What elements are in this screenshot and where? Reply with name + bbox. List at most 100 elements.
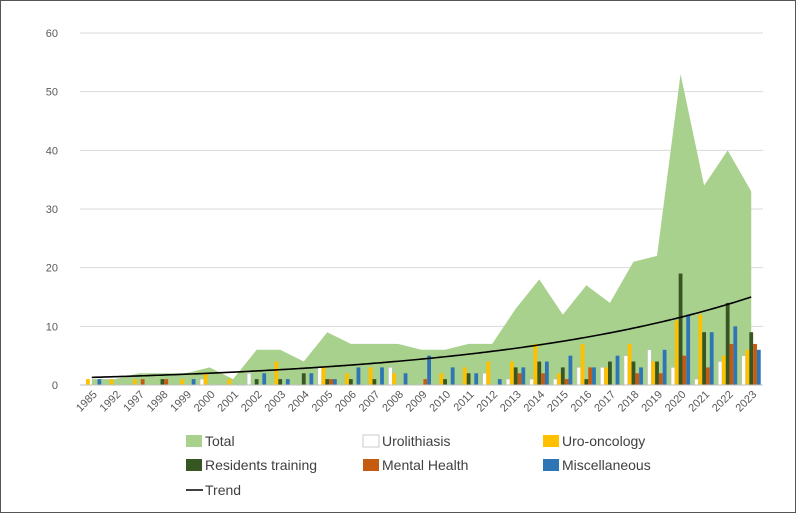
bar-uro-oncology [392,373,397,385]
bar-uro-oncology [133,379,137,385]
bar-miscellaneous [521,367,526,385]
bar-miscellaneous [356,367,361,385]
legend-label-residents-training: Residents training [205,457,317,473]
bar-miscellaneous [191,379,196,385]
bar-urolithiasis [694,378,699,386]
bars-layer [86,273,761,386]
bar-miscellaneous [544,361,549,385]
bar-residents-training [631,361,636,385]
bar-mental-health [682,355,687,385]
bar-urolithiasis [623,355,629,386]
bar-uro-oncology [604,367,609,385]
bar-uro-oncology [745,349,750,385]
bar-miscellaneous [262,373,267,385]
bar-uro-oncology [109,379,114,385]
bar-uro-oncology [651,361,656,385]
bar-mental-health [635,373,640,385]
bar-residents-training [678,273,683,385]
legend-swatch-miscellaneous [543,459,559,471]
legend-label-uro-oncology: Uro-oncology [562,433,645,449]
y-tick-label: 30 [46,204,58,216]
bar-mental-health [541,373,545,385]
bar-miscellaneous [427,355,431,385]
bar-miscellaneous [403,373,408,385]
trend-line [91,296,752,379]
legend-label-mental-health: Mental Health [382,457,468,473]
bar-mental-health [658,373,663,385]
bar-mental-health [517,373,522,385]
bar-uro-oncology [439,373,444,385]
bar-residents-training [584,379,589,385]
bar-residents-training [372,379,377,385]
bar-uro-oncology [274,361,279,385]
bar-miscellaneous [497,379,502,385]
bar-residents-training [325,379,330,385]
bar-miscellaneous [285,379,290,385]
y-tick-label: 40 [46,145,58,157]
bar-mental-health [140,379,145,385]
bar-residents-training [513,367,518,385]
bar-miscellaneous [662,349,667,385]
bar-residents-training [537,361,542,385]
bar-mental-health [706,367,710,385]
bar-uro-oncology [510,361,514,385]
bar-urolithiasis [670,367,676,386]
y-tick-label: 50 [46,87,58,99]
bar-mental-health [753,343,757,385]
bar-uro-oncology [557,373,561,385]
bar-miscellaneous [97,379,102,385]
total-area-layer [91,74,752,386]
bar-miscellaneous [450,367,455,385]
bar-miscellaneous [756,349,761,385]
bar-uro-oncology [533,343,538,385]
legend-label-urolithiasis: Urolithiasis [382,433,450,449]
bar-uro-oncology [345,373,349,385]
legend-swatch-uro-oncology [543,435,559,447]
bar-uro-oncology [368,367,373,385]
legend-swatch-total [186,435,202,447]
bar-residents-training [655,361,659,385]
bar-miscellaneous [332,379,337,385]
y-tick-label: 0 [52,380,58,392]
bar-mental-health [329,379,333,385]
y-tick-label: 10 [46,321,58,333]
bar-urolithiasis [505,378,511,386]
bar-urolithiasis [717,361,723,386]
bar-residents-training [348,379,353,385]
bar-uro-oncology [698,314,703,385]
bar-residents-training [702,332,707,385]
bar-uro-oncology [721,355,726,385]
bar-miscellaneous [733,326,738,385]
bar-miscellaneous [380,367,384,385]
bar-uro-oncology [203,373,208,385]
bar-miscellaneous [474,373,479,385]
bar-uro-oncology [86,379,90,385]
y-tick-label: 20 [46,263,58,275]
bar-uro-oncology [580,343,585,385]
legend: Total Urolithiasis Uro-oncology Residents t… [186,433,651,498]
bar-residents-training [749,332,754,385]
bar-miscellaneous [615,355,620,385]
bar-uro-oncology [462,367,467,385]
bar-residents-training [160,379,165,385]
bar-residents-training [560,367,565,385]
bar-miscellaneous [592,367,596,385]
bar-miscellaneous [639,367,643,385]
bar-urolithiasis [317,367,322,386]
bar-residents-training [443,379,447,385]
bar-uro-oncology [486,361,491,385]
trend-line-layer [91,296,752,379]
bar-urolithiasis [600,367,605,386]
bar-uro-oncology [674,320,679,385]
legend-swatch-urolithiasis [362,434,380,448]
bar-urolithiasis [388,367,393,386]
bar-residents-training [278,379,283,385]
bar-urolithiasis [482,372,487,386]
y-tick-label: 60 [46,28,58,40]
area-total [91,74,752,386]
bar-urolithiasis [529,378,534,386]
bar-mental-health [164,379,169,385]
bar-urolithiasis [647,349,652,386]
bar-uro-oncology [227,379,232,385]
bar-urolithiasis [576,367,581,386]
